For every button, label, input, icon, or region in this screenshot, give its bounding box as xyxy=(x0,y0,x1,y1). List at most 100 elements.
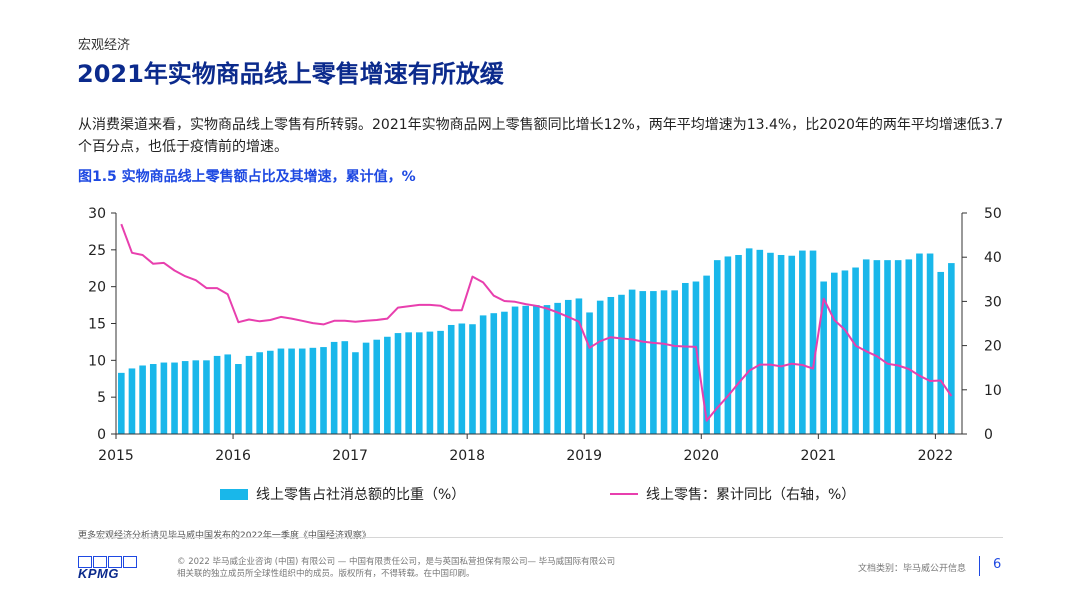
line-growth xyxy=(120,223,953,422)
bar-76 xyxy=(926,253,934,434)
bar-26 xyxy=(394,333,402,434)
bar-24 xyxy=(373,339,381,434)
bar-21 xyxy=(341,341,349,434)
bar-37 xyxy=(511,306,519,434)
bar-74 xyxy=(905,259,913,434)
bar-66 xyxy=(820,281,827,434)
bar-60 xyxy=(756,249,764,434)
footnote: 更多宏观经济分析请见毕马威中国发布的2022年一季度《中国经济观察》 xyxy=(78,531,371,541)
bar-27 xyxy=(405,332,412,434)
bar-51 xyxy=(660,290,668,434)
bar-75 xyxy=(916,253,923,434)
y-left-tick-label: 25 xyxy=(88,243,106,259)
bar-40 xyxy=(543,305,551,434)
bar-31 xyxy=(447,324,455,434)
legend-bar-swatch xyxy=(220,488,248,500)
bar-8 xyxy=(203,360,210,434)
footer-separator xyxy=(979,556,980,576)
bar-49 xyxy=(639,291,647,434)
bar-67 xyxy=(831,272,838,434)
figure-title: 图1.5 实物商品线上零售额占比及其增速，累计值，% xyxy=(78,169,416,185)
bar-73 xyxy=(894,260,902,434)
x-tick-label: 2017 xyxy=(332,448,368,464)
bar-11 xyxy=(235,364,242,434)
bar-0 xyxy=(118,372,125,434)
logo-wordmark: KPMG xyxy=(78,566,119,581)
page-title: 2021年实物商品线上零售增速有所放缓 xyxy=(77,60,504,88)
kpmg-logo: KPMG xyxy=(78,556,140,582)
bar-53 xyxy=(682,282,689,434)
bar-30 xyxy=(437,330,444,434)
bar-9 xyxy=(213,355,221,434)
y-left-tick-label: 5 xyxy=(97,390,106,406)
bar-32 xyxy=(458,323,466,434)
bar-4 xyxy=(160,362,168,434)
legend-item-line: 线上零售：累计同比（右轴，%） xyxy=(610,484,855,504)
bar-42 xyxy=(564,299,572,434)
y-right-tick-label: 50 xyxy=(984,206,1002,222)
bar-71 xyxy=(873,260,881,434)
bar-45 xyxy=(596,300,604,434)
y-left-tick-label: 0 xyxy=(97,427,106,443)
bar-18 xyxy=(309,347,317,434)
bar-20 xyxy=(330,341,338,434)
bar-28 xyxy=(415,332,423,434)
copyright-text: © 2022 毕马威企业咨询 (中国) 有限公司 — 中国有限责任公司，是与英国… xyxy=(177,556,697,580)
bar-57 xyxy=(724,256,732,434)
bar-61 xyxy=(767,252,774,434)
bar-62 xyxy=(777,254,785,434)
legend-bar-label: 线上零售占社消总额的比重（%） xyxy=(256,487,466,503)
bar-65 xyxy=(809,250,817,434)
section-label: 宏观经济 xyxy=(78,38,131,53)
y-right-tick-label: 40 xyxy=(984,250,1002,266)
bar-58 xyxy=(735,254,742,434)
y-right-tick-label: 10 xyxy=(984,383,1002,399)
bar-52 xyxy=(671,290,678,434)
bar-7 xyxy=(192,360,200,434)
line-series xyxy=(120,223,953,422)
bar-70 xyxy=(862,259,870,434)
bar-14 xyxy=(267,350,274,434)
bar-6 xyxy=(181,361,189,434)
copyright-line-1: © 2022 毕马威企业咨询 (中国) 有限公司 — 中国有限责任公司，是与英国… xyxy=(177,557,616,567)
page-number: 6 xyxy=(993,557,1002,572)
bar-1 xyxy=(128,368,136,434)
bar-41 xyxy=(554,302,561,434)
y-left-tick-label: 10 xyxy=(88,353,106,369)
bar-56 xyxy=(713,260,721,434)
bar-36 xyxy=(501,311,508,434)
bar-series xyxy=(118,248,955,434)
bar-12 xyxy=(245,355,253,434)
x-tick-label: 2019 xyxy=(566,448,602,464)
bar-17 xyxy=(298,348,306,434)
bar-63 xyxy=(788,255,796,434)
bar-44 xyxy=(586,312,593,434)
x-tick-label: 2022 xyxy=(918,448,954,464)
bar-5 xyxy=(171,362,178,434)
bar-15 xyxy=(277,348,285,434)
bar-13 xyxy=(256,352,263,434)
chart-axes: 0 5 10 15 20 25 30 0 10 20 30 40 50 2015 2016 2017 2018 2… xyxy=(88,206,1002,464)
bar-43 xyxy=(575,298,583,434)
bar-38 xyxy=(522,305,529,434)
bar-64 xyxy=(799,250,806,434)
y-left-tick-label: 15 xyxy=(88,317,106,333)
bar-55 xyxy=(703,275,710,434)
bar-16 xyxy=(288,348,295,434)
y-left-tick-label: 20 xyxy=(88,280,106,296)
y-right-tick-label: 0 xyxy=(984,427,993,443)
bar-54 xyxy=(692,281,700,434)
legend-item-bar: 线上零售占社消总额的比重（%） xyxy=(220,484,465,504)
legend-line-label: 线上零售：累计同比（右轴，%） xyxy=(646,487,856,503)
x-tick-label: 2021 xyxy=(801,448,837,464)
bar-22 xyxy=(352,352,359,434)
bar-50 xyxy=(650,291,657,434)
y-right-tick-label: 20 xyxy=(984,339,1002,355)
bar-59 xyxy=(745,248,753,434)
bar-10 xyxy=(224,354,232,434)
bar-77 xyxy=(937,271,945,434)
bar-69 xyxy=(852,267,859,434)
bar-2 xyxy=(139,365,146,434)
bar-25 xyxy=(384,336,391,434)
